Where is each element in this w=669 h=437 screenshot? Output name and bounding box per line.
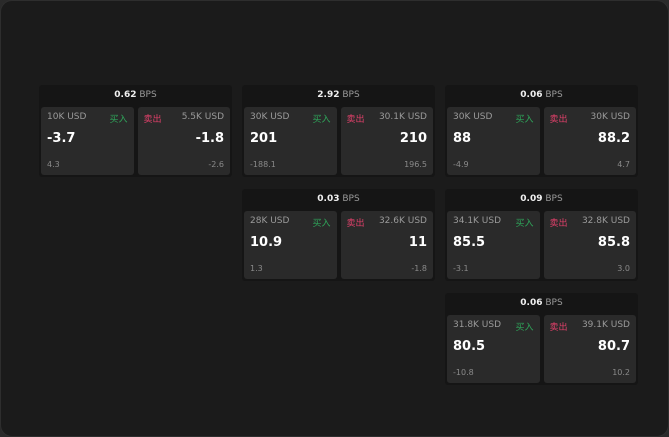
sell-size: 5.5K USD [181, 112, 224, 122]
buy-change: -4.9 [453, 160, 469, 169]
spread-value: 0.09 [520, 194, 543, 204]
sell-change: -2.6 [208, 160, 224, 169]
buy-change: 4.3 [47, 160, 60, 169]
sell-price: -1.8 [195, 131, 224, 146]
buy-change: -10.8 [453, 368, 474, 377]
spread-unit: BPS [545, 194, 563, 204]
spread-unit: BPS [545, 90, 563, 100]
buy-price: 10.9 [250, 235, 283, 250]
sell-panel[interactable]: 卖出 30.1K USD 210 196.5 [340, 107, 433, 175]
sell-size: 32.6K USD [378, 216, 427, 226]
buy-panel[interactable]: 28K USD 买入 10.9 1.3 [244, 211, 337, 279]
sell-label: 卖出 [549, 219, 568, 229]
sell-label: 卖出 [549, 115, 568, 125]
quote-card: 2.92 BPS 30K USD 买入 201 -188.1 卖出 30.1K US… [242, 85, 435, 177]
buy-label: 买入 [515, 323, 534, 333]
buy-price: 85.5 [453, 235, 486, 250]
buy-change: -3.1 [453, 264, 469, 273]
spread-unit: BPS [342, 194, 360, 204]
sell-size: 30K USD [590, 112, 630, 122]
buy-price: 80.5 [453, 339, 486, 354]
buy-panel[interactable]: 34.1K USD 买入 85.5 -3.1 [447, 211, 540, 279]
sell-size: 32.8K USD [581, 216, 630, 226]
sell-label: 卖出 [346, 115, 365, 125]
buy-size: 31.8K USD [453, 320, 502, 330]
spread-header: 2.92 BPS [242, 85, 435, 105]
sell-panel[interactable]: 卖出 5.5K USD -1.8 -2.6 [137, 107, 230, 175]
sell-price: 88.2 [597, 131, 630, 146]
spread-header: 0.06 BPS [445, 85, 638, 105]
quote-card: 0.06 BPS 31.8K USD 买入 80.5 -10.8 卖出 39.1K … [445, 293, 638, 385]
buy-panel[interactable]: 30K USD 买入 201 -188.1 [244, 107, 337, 175]
sell-label: 卖出 [549, 323, 568, 333]
sell-price: 80.7 [597, 339, 630, 354]
spread-unit: BPS [342, 90, 360, 100]
buy-panel[interactable]: 31.8K USD 买入 80.5 -10.8 [447, 315, 540, 383]
spread-header: 0.03 BPS [242, 189, 435, 209]
buy-label: 买入 [515, 115, 534, 125]
spread-header: 0.62 BPS [39, 85, 232, 105]
buy-label: 买入 [109, 115, 128, 125]
buy-size: 10K USD [47, 112, 87, 122]
buy-size: 34.1K USD [453, 216, 502, 226]
sell-change: 10.2 [612, 368, 630, 377]
buy-label: 买入 [312, 115, 331, 125]
buy-price: 201 [250, 131, 278, 146]
sell-change: 3.0 [617, 264, 630, 273]
sell-price: 11 [408, 235, 427, 250]
buy-change: -188.1 [250, 160, 276, 169]
spread-value: 0.06 [520, 298, 543, 308]
buy-label: 买入 [515, 219, 534, 229]
buy-change: 1.3 [250, 264, 263, 273]
buy-size: 30K USD [453, 112, 493, 122]
buy-label: 买入 [312, 219, 331, 229]
sell-panel[interactable]: 卖出 30K USD 88.2 4.7 [543, 107, 636, 175]
buy-panel[interactable]: 10K USD 买入 -3.7 4.3 [41, 107, 134, 175]
sell-change: 4.7 [617, 160, 630, 169]
sell-panel[interactable]: 卖出 32.8K USD 85.8 3.0 [543, 211, 636, 279]
spread-value: 2.92 [317, 90, 340, 100]
buy-price: -3.7 [47, 131, 76, 146]
sell-change: 196.5 [404, 160, 427, 169]
sell-size: 39.1K USD [581, 320, 630, 330]
sell-change: -1.8 [411, 264, 427, 273]
sell-price: 85.8 [597, 235, 630, 250]
sell-size: 30.1K USD [378, 112, 427, 122]
buy-size: 30K USD [250, 112, 290, 122]
sell-price: 210 [399, 131, 427, 146]
quote-card: 0.62 BPS 10K USD 买入 -3.7 4.3 卖出 5.5K USD -… [39, 85, 232, 177]
quote-card: 0.06 BPS 30K USD 买入 88 -4.9 卖出 30K USD 88.… [445, 85, 638, 177]
quote-card: 0.09 BPS 34.1K USD 买入 85.5 -3.1 卖出 32.8K U… [445, 189, 638, 281]
spread-value: 0.62 [114, 90, 137, 100]
spread-unit: BPS [139, 90, 157, 100]
spread-header: 0.09 BPS [445, 189, 638, 209]
sell-label: 卖出 [143, 115, 162, 125]
sell-label: 卖出 [346, 219, 365, 229]
buy-size: 28K USD [250, 216, 290, 226]
spread-value: 0.03 [317, 194, 340, 204]
spread-value: 0.06 [520, 90, 543, 100]
quote-card: 0.03 BPS 28K USD 买入 10.9 1.3 卖出 32.6K USD … [242, 189, 435, 281]
buy-price: 88 [453, 131, 472, 146]
spread-unit: BPS [545, 298, 563, 308]
spread-header: 0.06 BPS [445, 293, 638, 313]
sell-panel[interactable]: 卖出 32.6K USD 11 -1.8 [340, 211, 433, 279]
sell-panel[interactable]: 卖出 39.1K USD 80.7 10.2 [543, 315, 636, 383]
buy-panel[interactable]: 30K USD 买入 88 -4.9 [447, 107, 540, 175]
